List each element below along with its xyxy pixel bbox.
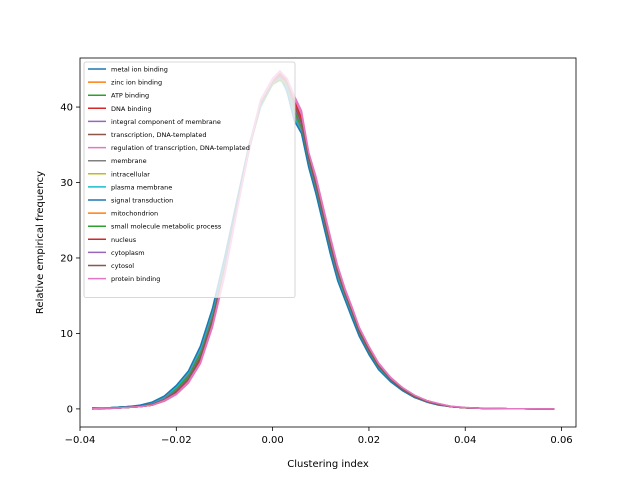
y-tick-label: 10: [60, 329, 73, 340]
y-tick-label: 0: [67, 404, 73, 415]
legend-entry: small molecule metabolic process: [111, 223, 222, 231]
legend-entry: protein binding: [111, 275, 160, 283]
legend-box: [83, 61, 296, 299]
legend-entry: cytoplasm: [111, 249, 145, 257]
y-axis-label: Relative empirical frequency: [35, 171, 46, 314]
x-tick-label: 0.00: [261, 435, 283, 446]
legend-entry: zinc ion binding: [111, 79, 162, 87]
legend-entry: ATP binding: [111, 92, 149, 100]
series-line-17: [91, 70, 555, 410]
x-axis-label: Clustering index: [287, 459, 369, 470]
legend-entry: mitochondrion: [111, 210, 158, 218]
legend-entry: membrane: [111, 157, 147, 165]
x-tick-label: 0.02: [358, 435, 380, 446]
legend-entry: nucleus: [111, 236, 137, 244]
legend-entry: regulation of transcription, DNA-templat…: [111, 144, 250, 152]
x-axis: −0.04 −0.02 0.00 0.02 0.04 0.06: [65, 427, 573, 446]
x-tick-label: −0.04: [65, 435, 96, 446]
y-tick-label: 30: [60, 178, 73, 189]
legend-entry: integral component of membrane: [111, 118, 221, 126]
x-tick-label: 0.06: [550, 435, 572, 446]
series-layer: [91, 70, 555, 410]
legend-entry: signal transduction: [111, 197, 173, 205]
legend-entry: cytosol: [111, 262, 134, 270]
y-tick-label: 40: [60, 103, 73, 114]
y-axis: 0 10 20 30 40: [60, 103, 80, 415]
legend: metal ion binding zinc ion binding ATP bin…: [83, 61, 296, 299]
x-tick-label: −0.02: [161, 435, 192, 446]
legend-entry: transcription, DNA-templated: [111, 131, 206, 139]
legend-entry: DNA binding: [111, 105, 152, 113]
y-tick-label: 20: [60, 253, 73, 264]
legend-entry: metal ion binding: [111, 66, 168, 74]
plot-frame: [79, 57, 577, 428]
legend-entry: intracellular: [111, 170, 150, 178]
x-tick-label: 0.04: [454, 435, 476, 446]
legend-entry: plasma membrane: [111, 183, 172, 191]
